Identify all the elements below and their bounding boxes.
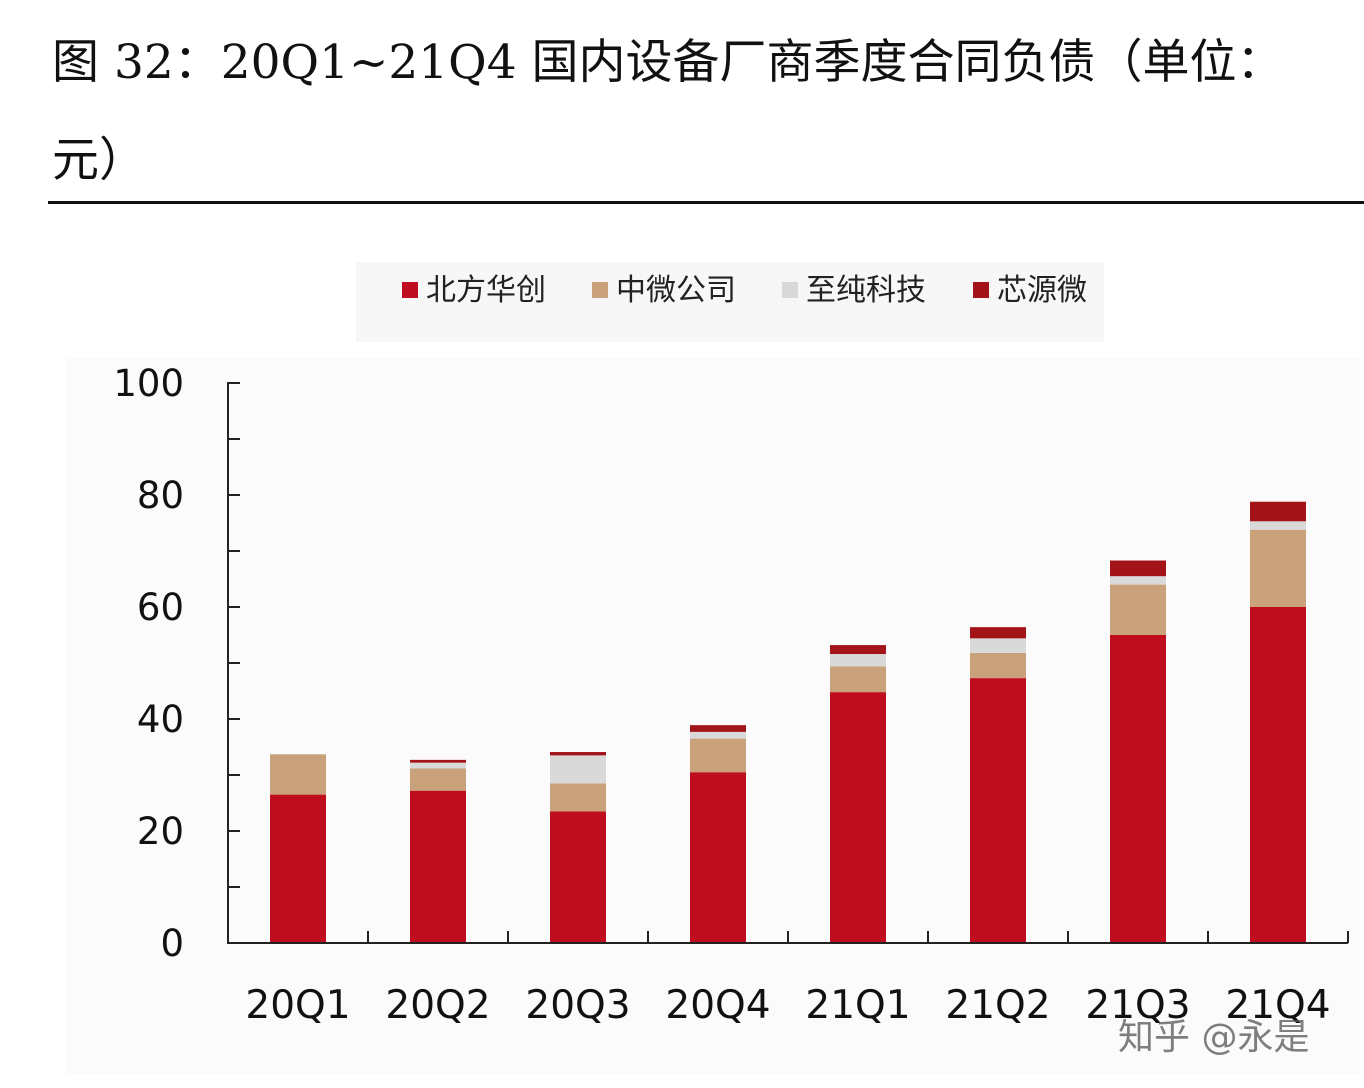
- title-rule: [48, 201, 1364, 204]
- legend-label: 芯源微: [997, 273, 1087, 308]
- x-tick-label: 21Q2: [945, 983, 1050, 1028]
- bar-segment: [1250, 521, 1306, 530]
- legend-swatch: [402, 282, 418, 298]
- bar-segment: [830, 654, 886, 667]
- x-tick-label: 20Q4: [665, 983, 770, 1028]
- bar-segment: [690, 731, 746, 739]
- bar-segment: [830, 645, 886, 655]
- y-tick-label: 80: [137, 474, 184, 517]
- bar-segment: [1110, 576, 1166, 585]
- stacked-bar-chart: 北方华创 中微公司 至纯科技 芯源微 0 20 40 60 80 100 20Q1 20Q2 20Q3…: [66, 262, 1360, 1074]
- bar-segment: [410, 768, 466, 791]
- bar-segment: [1110, 584, 1166, 635]
- y-tick-label: 40: [137, 698, 184, 741]
- legend-label: 至纯科技: [806, 273, 926, 308]
- bar-segment: [550, 783, 606, 812]
- watermark: 知乎 @永是: [1118, 1017, 1310, 1058]
- x-tick-label: 20Q2: [385, 983, 490, 1028]
- y-tick-label: 100: [113, 362, 184, 405]
- bar-segment: [830, 666, 886, 693]
- bar-segment: [1250, 529, 1306, 607]
- bar-segment: [410, 762, 466, 769]
- legend: 北方华创 中微公司 至纯科技 芯源微: [402, 273, 1087, 308]
- y-tick-label: 60: [137, 586, 184, 629]
- bar-segment: [690, 772, 746, 943]
- axes: 0 20 40 60 80 100 20Q1 20Q2 20Q3 20Q4 21Q1 21Q2 21Q3…: [113, 362, 1349, 1028]
- x-tick-label: 21Q3: [1085, 983, 1190, 1028]
- bar-segment: [550, 811, 606, 943]
- x-tick-label: 21Q1: [805, 983, 910, 1028]
- bars: [270, 501, 1306, 943]
- legend-swatch: [592, 282, 608, 298]
- legend-background: [356, 262, 1104, 342]
- legend-swatch: [973, 282, 989, 298]
- bar-segment: [690, 725, 746, 732]
- bar-segment: [270, 754, 326, 795]
- legend-label: 北方华创: [426, 273, 546, 308]
- bar-segment: [1250, 607, 1306, 943]
- bar-segment: [1110, 635, 1166, 943]
- bar-segment: [270, 794, 326, 943]
- y-tick-label: 20: [137, 810, 184, 853]
- x-tick-label: 21Q4: [1225, 983, 1330, 1028]
- legend-swatch: [782, 282, 798, 298]
- bar-segment: [970, 627, 1026, 639]
- bar-segment: [830, 692, 886, 943]
- bar-segment: [410, 759, 466, 763]
- bar-segment: [970, 638, 1026, 653]
- bar-segment: [970, 678, 1026, 943]
- bar-segment: [970, 652, 1026, 679]
- legend-label: 中微公司: [616, 273, 736, 308]
- bar-segment: [1250, 501, 1306, 522]
- x-tick-label: 20Q3: [525, 983, 630, 1028]
- bar-segment: [690, 738, 746, 773]
- figure-title: 图 32：20Q1~21Q4 国内设备厂商季度合同负债（单位：元）: [52, 35, 1284, 188]
- bar-segment: [1110, 560, 1166, 577]
- bar-segment: [550, 752, 606, 756]
- y-tick-label: 0: [160, 922, 184, 965]
- bar-segment: [550, 755, 606, 784]
- bar-segment: [410, 790, 466, 943]
- x-tick-label: 20Q1: [245, 983, 350, 1028]
